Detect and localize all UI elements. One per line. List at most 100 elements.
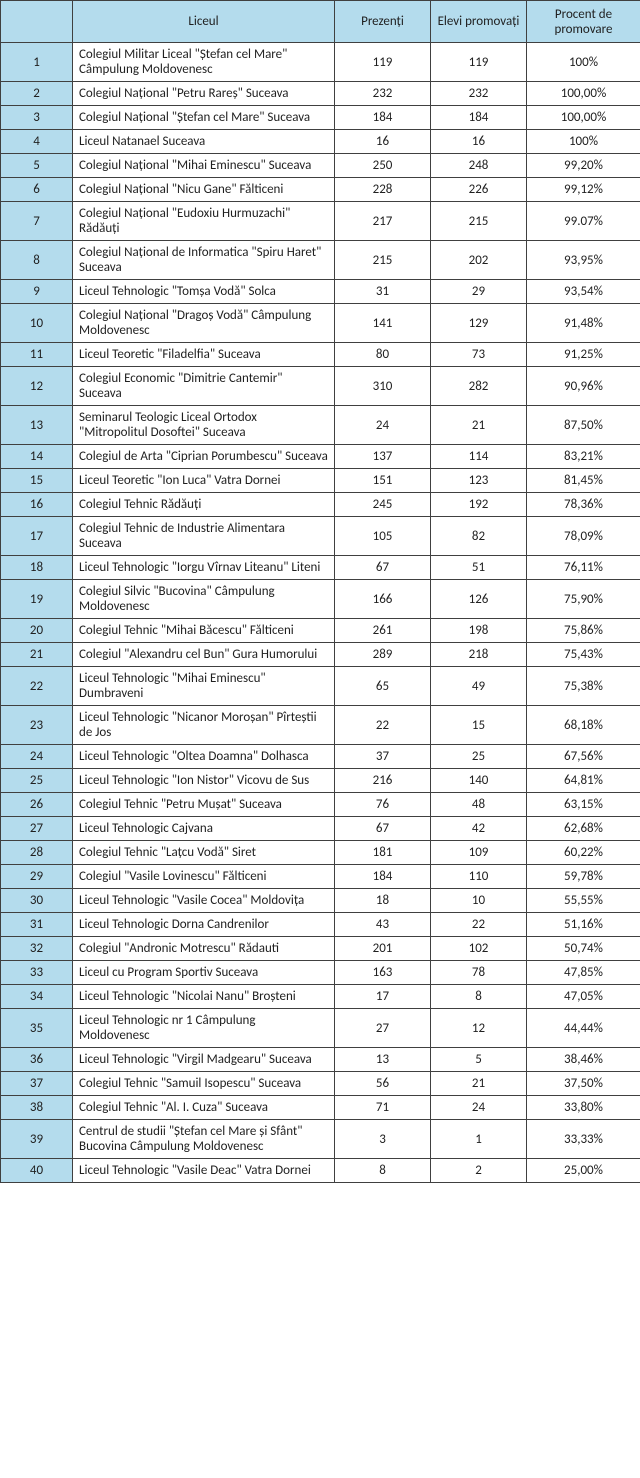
table-header: Liceul Prezenți Elevi promovați Procent … [1,1,640,43]
cell-rank: 4 [1,130,73,154]
cell-passed: 198 [431,619,527,643]
cell-school: Liceul Tehnologic "Nicolai Nanu" Broșten… [73,985,335,1009]
table-row: 3Colegiul Național "Ștefan cel Mare" Suc… [1,106,640,130]
cell-percent: 100% [527,43,640,82]
table-row: 19Colegiul Silvic "Bucovina" Câmpulung M… [1,580,640,619]
cell-school: Liceul Tehnologic "Nicanor Moroșan" Pîrt… [73,706,335,745]
cell-rank: 5 [1,154,73,178]
cell-school: Liceul Tehnologic Dorna Candrenilor [73,913,335,937]
cell-present: 215 [335,241,431,280]
cell-school: Colegiul "Andronic Motrescu" Rădauti [73,937,335,961]
cell-percent: 90,96% [527,367,640,406]
cell-passed: 119 [431,43,527,82]
table-row: 23Liceul Tehnologic "Nicanor Moroșan" Pî… [1,706,640,745]
cell-present: 80 [335,343,431,367]
cell-rank: 39 [1,1120,73,1159]
table-row: 33Liceul cu Program Sportiv Suceava16378… [1,961,640,985]
cell-percent: 60,22% [527,841,640,865]
cell-rank: 30 [1,889,73,913]
cell-percent: 91,25% [527,343,640,367]
table-row: 39Centrul de studii "Ștefan cel Mare și … [1,1120,640,1159]
table-row: 38Colegiul Tehnic "Al. I. Cuza" Suceava7… [1,1096,640,1120]
cell-passed: 109 [431,841,527,865]
table-row: 10Colegiul Național "Dragoș Vodă" Câmpul… [1,304,640,343]
cell-passed: 82 [431,517,527,556]
cell-rank: 37 [1,1072,73,1096]
cell-rank: 21 [1,643,73,667]
cell-school: Colegiul Național "Nicu Gane" Fălticeni [73,178,335,202]
cell-school: Liceul Tehnologic "Vasile Deac" Vatra Do… [73,1159,335,1183]
cell-percent: 100,00% [527,106,640,130]
cell-present: 22 [335,706,431,745]
cell-passed: 192 [431,493,527,517]
cell-rank: 20 [1,619,73,643]
cell-percent: 33,33% [527,1120,640,1159]
cell-present: 245 [335,493,431,517]
cell-percent: 64,81% [527,769,640,793]
table-row: 14Colegiul de Arta "Ciprian Porumbescu" … [1,445,640,469]
cell-present: 37 [335,745,431,769]
col-header-percent: Procent de promovare [527,1,640,43]
cell-passed: 49 [431,667,527,706]
cell-percent: 78,36% [527,493,640,517]
cell-percent: 100% [527,130,640,154]
table-row: 6Colegiul Național "Nicu Gane" Fălticeni… [1,178,640,202]
cell-percent: 68,18% [527,706,640,745]
cell-percent: 55,55% [527,889,640,913]
cell-percent: 33,80% [527,1096,640,1120]
cell-present: 163 [335,961,431,985]
cell-school: Liceul Tehnologic "Mihai Eminescu" Dumbr… [73,667,335,706]
cell-present: 232 [335,82,431,106]
cell-present: 67 [335,556,431,580]
table-row: 25Liceul Tehnologic "Ion Nistor" Vicovu … [1,769,640,793]
table-row: 31Liceul Tehnologic Dorna Candrenilor432… [1,913,640,937]
cell-percent: 25,00% [527,1159,640,1183]
cell-present: 137 [335,445,431,469]
cell-passed: 78 [431,961,527,985]
cell-percent: 63,15% [527,793,640,817]
cell-school: Colegiul Tehnic "Petru Mușat" Suceava [73,793,335,817]
table-row: 24Liceul Tehnologic "Oltea Doamna" Dolha… [1,745,640,769]
cell-passed: 126 [431,580,527,619]
table-row: 22Liceul Tehnologic "Mihai Eminescu" Dum… [1,667,640,706]
cell-passed: 2 [431,1159,527,1183]
cell-school: Colegiul Tehnic "Lațcu Vodă" Siret [73,841,335,865]
cell-school: Liceul Natanael Suceava [73,130,335,154]
cell-passed: 102 [431,937,527,961]
cell-school: Liceul Tehnologic "Ion Nistor" Vicovu de… [73,769,335,793]
cell-rank: 8 [1,241,73,280]
cell-school: Colegiul Național "Petru Rareș" Suceava [73,82,335,106]
cell-percent: 51,16% [527,913,640,937]
cell-school: Colegiul Economic "Dimitrie Cantemir" Su… [73,367,335,406]
cell-percent: 76,11% [527,556,640,580]
cell-percent: 62,68% [527,817,640,841]
cell-percent: 44,44% [527,1009,640,1048]
cell-present: 31 [335,280,431,304]
cell-rank: 35 [1,1009,73,1048]
cell-school: Colegiul Național "Ștefan cel Mare" Suce… [73,106,335,130]
cell-present: 250 [335,154,431,178]
cell-school: Liceul Tehnologic "Vasile Cocea" Moldovi… [73,889,335,913]
cell-school: Colegiul Național "Dragoș Vodă" Câmpulun… [73,304,335,343]
cell-passed: 218 [431,643,527,667]
cell-school: Liceul cu Program Sportiv Suceava [73,961,335,985]
cell-passed: 10 [431,889,527,913]
col-header-present: Prezenți [335,1,431,43]
table-row: 1Colegiul Militar Liceal "Ștefan cel Mar… [1,43,640,82]
cell-present: 24 [335,406,431,445]
cell-passed: 110 [431,865,527,889]
table-row: 36Liceul Tehnologic "Virgil Madgearu" Su… [1,1048,640,1072]
cell-percent: 99,20% [527,154,640,178]
cell-rank: 14 [1,445,73,469]
table-row: 40Liceul Tehnologic "Vasile Deac" Vatra … [1,1159,640,1183]
table-row: 11Liceul Teoretic "Filadelfia" Suceava80… [1,343,640,367]
cell-school: Colegiul Tehnic "Mihai Băcescu" Fălticen… [73,619,335,643]
cell-school: Colegiul "Vasile Lovinescu" Fălticeni [73,865,335,889]
cell-present: 67 [335,817,431,841]
cell-rank: 40 [1,1159,73,1183]
table-row: 28Colegiul Tehnic "Lațcu Vodă" Siret1811… [1,841,640,865]
cell-school: Liceul Tehnologic nr 1 Câmpulung Moldove… [73,1009,335,1048]
cell-present: 27 [335,1009,431,1048]
cell-present: 56 [335,1072,431,1096]
cell-rank: 24 [1,745,73,769]
